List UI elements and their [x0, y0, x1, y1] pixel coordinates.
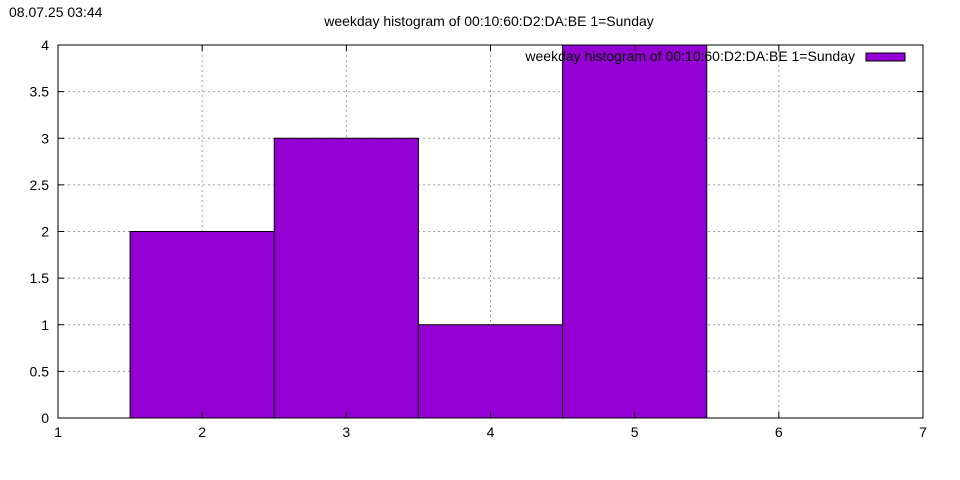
histogram-bar [129, 231, 275, 419]
y-tick-label: 0 [41, 410, 49, 426]
legend-label: weekday histogram of 00:10:60:D2:DA:BE 1… [524, 48, 855, 64]
y-tick-label: 2.5 [30, 177, 50, 193]
x-tick-label: 6 [775, 424, 783, 440]
legend-swatch [865, 52, 906, 62]
x-tick-label: 2 [198, 424, 206, 440]
tick-marks [57, 44, 924, 419]
y-tick-label: 2 [41, 224, 49, 240]
x-tick-label: 5 [631, 424, 639, 440]
x-tick-labels: 1 2 3 4 5 6 7 [54, 424, 927, 440]
histogram-bar [562, 44, 708, 419]
y-tick-label: 3.5 [30, 84, 50, 100]
y-tick-label: 1.5 [30, 270, 50, 286]
y-tick-label: 0.5 [30, 363, 50, 379]
y-tick-label: 1 [41, 317, 49, 333]
y-tick-label: 4 [41, 37, 49, 53]
histogram-bar [417, 324, 564, 419]
y-tick-labels: 0 0.5 1 1.5 2 2.5 3 3.5 4 [30, 37, 50, 426]
chart-title: weekday histogram of 00:10:60:D2:DA:BE 1… [323, 13, 654, 29]
histogram-bar [273, 137, 419, 419]
y-tick-label: 3 [41, 130, 49, 146]
x-tick-label: 7 [919, 424, 927, 440]
timestamp: 08.07.25 03:44 [9, 4, 103, 20]
x-tick-label: 1 [54, 424, 62, 440]
bars [129, 44, 708, 419]
x-tick-label: 4 [487, 424, 495, 440]
x-tick-label: 3 [342, 424, 350, 440]
